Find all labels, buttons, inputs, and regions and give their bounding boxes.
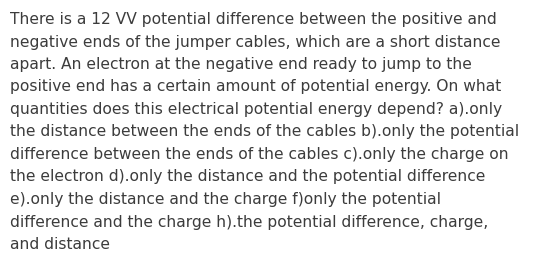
Text: the electron d).only the distance and the potential difference: the electron d).only the distance and th…: [10, 169, 485, 184]
Text: positive end has a certain amount of potential energy. On what: positive end has a certain amount of pot…: [10, 79, 501, 94]
Text: the distance between the ends of the cables b).only the potential: the distance between the ends of the cab…: [10, 125, 519, 140]
Text: e).only the distance and the charge f)only the potential: e).only the distance and the charge f)on…: [10, 192, 441, 207]
Text: apart. An electron at the negative end ready to jump to the: apart. An electron at the negative end r…: [10, 57, 472, 72]
Text: There is a 12 VV potential difference between the positive and: There is a 12 VV potential difference be…: [10, 12, 497, 27]
Text: and distance: and distance: [10, 237, 110, 252]
Text: negative ends of the jumper cables, which are a short distance: negative ends of the jumper cables, whic…: [10, 35, 501, 50]
Text: difference and the charge h).the potential difference, charge,: difference and the charge h).the potenti…: [10, 215, 488, 230]
Text: quantities does this electrical potential energy depend? a).only: quantities does this electrical potentia…: [10, 102, 502, 117]
Text: difference between the ends of the cables c).only the charge on: difference between the ends of the cable…: [10, 147, 509, 162]
